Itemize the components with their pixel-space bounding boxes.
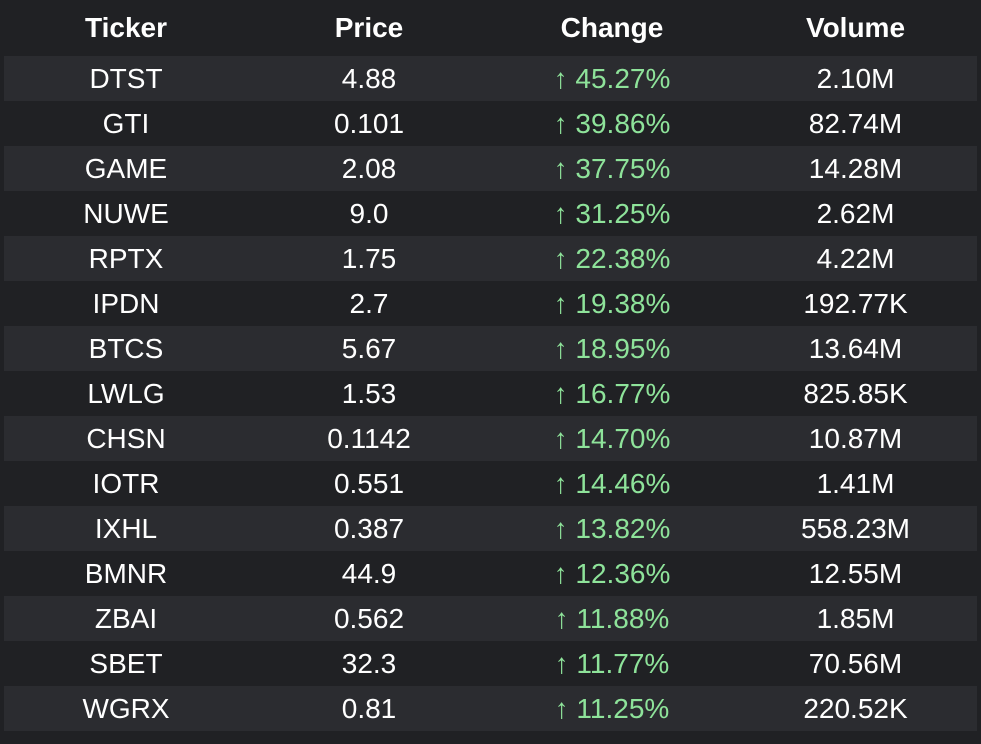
volume-cell: 2.62M	[816, 197, 895, 229]
change-cell: ↑ 37.75%	[553, 152, 671, 184]
price-cell: 4.88	[341, 62, 397, 94]
column-header-price[interactable]: Price	[334, 12, 404, 43]
volume-cell: 1.41M	[816, 467, 895, 499]
table-row[interactable]: NUWE 9.0 ↑ 31.25% 2.62M	[4, 191, 977, 236]
ticker-cell: IOTR	[92, 467, 160, 499]
price-cell: 2.7	[349, 287, 389, 319]
change-cell: ↑ 39.86%	[553, 107, 671, 139]
table-row[interactable]: RPTX 1.75 ↑ 22.38% 4.22M	[4, 236, 977, 281]
table-row[interactable]: IOTR 0.551 ↑ 14.46% 1.41M	[4, 461, 977, 506]
ticker-cell: IPDN	[92, 287, 160, 319]
volume-cell: 2.10M	[816, 62, 895, 94]
column-header-change[interactable]: Change	[560, 12, 664, 43]
price-cell: 1.53	[341, 377, 397, 409]
volume-cell: 220.52K	[803, 692, 908, 724]
price-cell: 0.1142	[327, 422, 411, 454]
ticker-cell: IXHL	[94, 512, 158, 544]
volume-cell: 4.22M	[816, 242, 895, 274]
price-cell: 0.562	[333, 602, 405, 634]
table-row[interactable]: GAME 2.08 ↑ 37.75% 14.28M	[4, 146, 977, 191]
volume-cell: 558.23M	[801, 512, 910, 544]
stock-gainers-table: Ticker Price Change Volume DTST 4.88 ↑ 45.…	[4, 0, 977, 731]
change-cell: ↑ 22.38%	[553, 242, 671, 274]
change-cell: ↑ 19.38%	[553, 287, 671, 319]
change-cell: ↑ 16.77%	[553, 377, 671, 409]
price-cell: 0.387	[333, 512, 405, 544]
table-row[interactable]: BTCS 5.67 ↑ 18.95% 13.64M	[4, 326, 977, 371]
change-cell: ↑ 31.25%	[553, 197, 671, 229]
column-header-volume[interactable]: Volume	[805, 12, 906, 43]
table-row[interactable]: DTST 4.88 ↑ 45.27% 2.10M	[4, 56, 977, 101]
volume-cell: 13.64M	[808, 332, 903, 364]
ticker-cell: WGRX	[82, 692, 170, 724]
price-cell: 0.81	[341, 692, 397, 724]
table-row[interactable]: BMNR 44.9 ↑ 12.36% 12.55M	[4, 551, 977, 596]
change-cell: ↑ 45.27%	[553, 62, 671, 94]
price-cell: 32.3	[341, 647, 397, 679]
ticker-cell: ZBAI	[94, 602, 158, 634]
ticker-cell: DTST	[89, 62, 163, 94]
change-cell: ↑ 12.36%	[553, 557, 671, 589]
ticker-cell: RPTX	[88, 242, 164, 274]
table-row[interactable]: LWLG 1.53 ↑ 16.77% 825.85K	[4, 371, 977, 416]
ticker-cell: SBET	[89, 647, 163, 679]
table-body: DTST 4.88 ↑ 45.27% 2.10M GTI 0.101 ↑ 39.86% 82.…	[4, 56, 977, 731]
change-cell: ↑ 13.82%	[553, 512, 671, 544]
volume-cell: 10.87M	[808, 422, 903, 454]
table-row[interactable]: GTI 0.101 ↑ 39.86% 82.74M	[4, 101, 977, 146]
ticker-cell: BMNR	[84, 557, 168, 589]
price-cell: 44.9	[341, 557, 397, 589]
price-cell: 1.75	[341, 242, 397, 274]
table-row[interactable]: CHSN 0.1142 ↑ 14.70% 10.87M	[4, 416, 977, 461]
ticker-cell: CHSN	[86, 422, 166, 454]
volume-cell: 1.85M	[816, 602, 895, 634]
price-cell: 5.67	[341, 332, 397, 364]
ticker-cell: BTCS	[88, 332, 164, 364]
change-cell: ↑ 14.70%	[553, 422, 671, 454]
table-row[interactable]: WGRX 0.81 ↑ 11.25% 220.52K	[4, 686, 977, 731]
volume-cell: 12.55M	[808, 557, 903, 589]
change-cell: ↑ 11.25%	[554, 692, 670, 724]
volume-cell: 192.77K	[803, 287, 908, 319]
price-cell: 9.0	[349, 197, 389, 229]
ticker-cell: GAME	[84, 152, 168, 184]
change-cell: ↑ 14.46%	[553, 467, 671, 499]
price-cell: 0.551	[333, 467, 405, 499]
table-row[interactable]: ZBAI 0.562 ↑ 11.88% 1.85M	[4, 596, 977, 641]
table-row[interactable]: SBET 32.3 ↑ 11.77% 70.56M	[4, 641, 977, 686]
change-cell: ↑ 11.88%	[554, 602, 670, 634]
change-cell: ↑ 11.77%	[554, 647, 670, 679]
volume-cell: 14.28M	[808, 152, 903, 184]
table-row[interactable]: IXHL 0.387 ↑ 13.82% 558.23M	[4, 506, 977, 551]
ticker-cell: GTI	[102, 107, 150, 139]
volume-cell: 825.85K	[803, 377, 908, 409]
column-header-ticker[interactable]: Ticker	[85, 12, 167, 43]
ticker-cell: LWLG	[87, 377, 165, 409]
table-row[interactable]: IPDN 2.7 ↑ 19.38% 192.77K	[4, 281, 977, 326]
ticker-cell: NUWE	[83, 197, 169, 229]
table-header: Ticker Price Change Volume	[4, 0, 977, 56]
volume-cell: 82.74M	[808, 107, 903, 139]
change-cell: ↑ 18.95%	[553, 332, 671, 364]
price-cell: 0.101	[333, 107, 405, 139]
volume-cell: 70.56M	[808, 647, 903, 679]
price-cell: 2.08	[341, 152, 397, 184]
